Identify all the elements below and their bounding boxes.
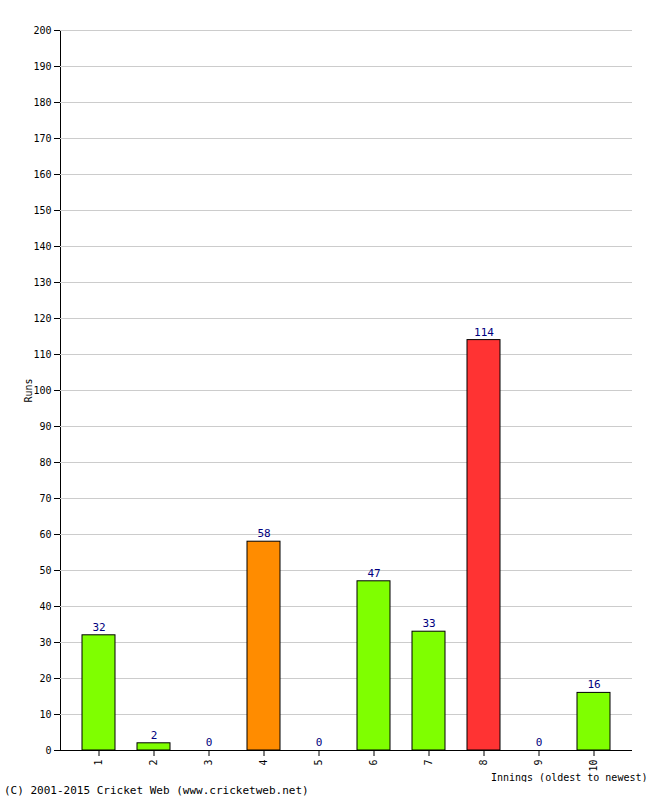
svg-text:5: 5	[313, 760, 324, 766]
svg-text:0: 0	[536, 736, 543, 749]
svg-text:110: 110	[33, 349, 51, 360]
svg-text:47: 47	[367, 567, 380, 580]
svg-text:20: 20	[39, 673, 51, 684]
svg-text:30: 30	[39, 637, 51, 648]
svg-text:2: 2	[151, 729, 158, 742]
html-text:(C) 2001-2015 Cricket Web (www: (C) 2001-2015 Cricket Web (www.cricketwe…	[4, 784, 309, 797]
svg-text:180: 180	[33, 97, 51, 108]
svg-text:60: 60	[39, 529, 51, 540]
svg-text:2: 2	[148, 760, 159, 766]
svg-text:200: 200	[33, 25, 51, 36]
svg-text:3: 3	[203, 760, 214, 766]
svg-text:50: 50	[39, 565, 51, 576]
svg-text:58: 58	[257, 527, 270, 540]
svg-text:0: 0	[316, 736, 323, 749]
svg-text:70: 70	[39, 493, 51, 504]
svg-text:9: 9	[533, 760, 544, 766]
svg-text:10: 10	[39, 709, 51, 720]
svg-text:4: 4	[258, 760, 269, 766]
svg-text:160: 160	[33, 169, 51, 180]
svg-text:130: 130	[33, 277, 51, 288]
svg-text:Runs: Runs	[23, 378, 34, 402]
svg-text:10: 10	[588, 760, 599, 772]
svg-text:100: 100	[33, 385, 51, 396]
svg-text:0: 0	[45, 745, 51, 756]
svg-text:7: 7	[423, 760, 434, 766]
svg-text:90: 90	[39, 421, 51, 432]
svg-text:Innings (oldest to newest): Innings (oldest to newest)	[491, 772, 648, 783]
svg-text:33: 33	[422, 617, 435, 630]
svg-text:150: 150	[33, 205, 51, 216]
svg-text:0: 0	[206, 736, 213, 749]
svg-text:6: 6	[368, 760, 379, 766]
svg-text:32: 32	[92, 621, 105, 634]
svg-text:170: 170	[33, 133, 51, 144]
svg-text:80: 80	[39, 457, 51, 468]
svg-text:16: 16	[587, 678, 600, 691]
svg-text:114: 114	[474, 326, 494, 339]
svg-text:140: 140	[33, 241, 51, 252]
svg-text:1: 1	[93, 760, 104, 766]
svg-text:120: 120	[33, 313, 51, 324]
svg-text:8: 8	[478, 760, 489, 766]
svg-text:40: 40	[39, 601, 51, 612]
svg-text:190: 190	[33, 61, 51, 72]
